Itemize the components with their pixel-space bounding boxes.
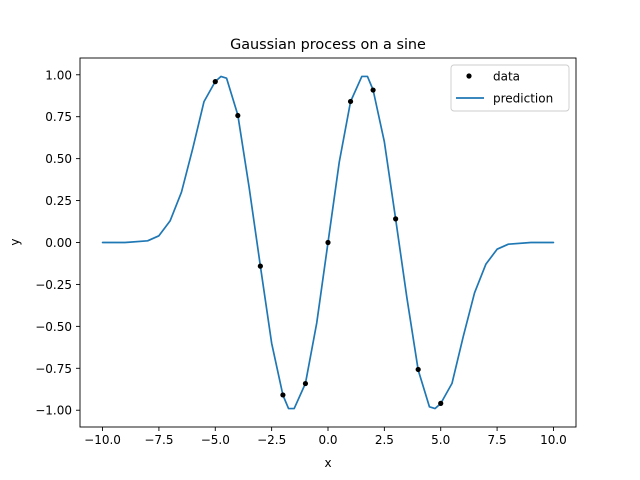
x-tick-label: −7.5 [144, 433, 173, 447]
y-tick-label: 0.50 [45, 152, 72, 166]
data-point [347, 98, 354, 105]
legend: data prediction [450, 64, 570, 112]
y-axis-ticks: −1.00 −0.75 −0.50 −0.25 0.00 0.25 0.50 0.75 1.00 [35, 68, 80, 418]
x-tick-label: −10.0 [84, 433, 121, 447]
x-tick-label: 2.5 [375, 433, 394, 447]
data-point [302, 380, 309, 387]
x-tick-label: 7.5 [488, 433, 507, 447]
y-tick-label: −0.25 [35, 278, 72, 292]
x-tick-label: 5.0 [431, 433, 450, 447]
data-point [438, 400, 444, 406]
y-tick-label: −0.75 [35, 362, 72, 376]
plot-area [101, 75, 555, 410]
data-point [235, 112, 241, 119]
y-tick-label: 1.00 [45, 68, 72, 82]
data-point [325, 239, 331, 246]
y-axis-label: y [8, 238, 22, 245]
y-tick-label: −1.00 [35, 404, 72, 418]
data-point [212, 79, 218, 85]
chart-title: Gaussian process on a sine [230, 37, 426, 53]
y-tick-label: 0.00 [45, 236, 72, 250]
data-point [393, 216, 399, 222]
legend-label-data: data [493, 70, 520, 84]
x-tick-label: −5.0 [201, 433, 230, 447]
plot-frame [79, 57, 577, 428]
data-point [370, 87, 376, 93]
data-points [212, 79, 444, 406]
data-point [280, 392, 286, 398]
legend-label-prediction: prediction [493, 92, 553, 106]
x-tick-label: 0.0 [318, 433, 337, 447]
x-tick-label: 10.0 [540, 433, 567, 447]
data-point [415, 366, 421, 373]
y-tick-label: −0.50 [35, 320, 72, 334]
y-tick-label: 0.75 [45, 110, 72, 124]
data-point [257, 263, 263, 269]
y-tick-label: 0.25 [45, 194, 72, 208]
x-axis-label: x [324, 456, 331, 470]
legend-data-marker [466, 73, 472, 79]
legend-box [450, 64, 570, 112]
x-axis-ticks: −10.0 −7.5 −5.0 −2.5 0.0 2.5 5.0 7.5 10.0 [84, 427, 567, 447]
x-tick-label: −2.5 [257, 433, 286, 447]
